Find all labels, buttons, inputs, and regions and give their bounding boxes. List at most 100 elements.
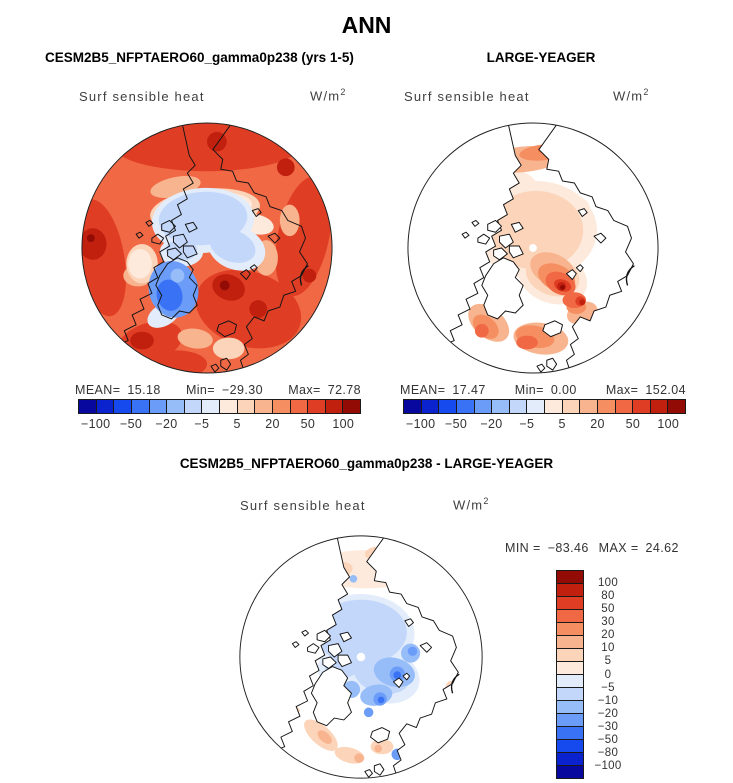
colorbar-cell [527, 400, 545, 413]
colorbar-tick: −50 [120, 417, 143, 431]
colorbar-tick: 5 [604, 655, 612, 668]
colorbar-cell [202, 400, 220, 413]
colorbar-tick: −80 [597, 746, 619, 759]
colorbar-tick: −5 [194, 417, 210, 431]
colorbar-cell [562, 400, 581, 413]
colorbar-cell [474, 400, 493, 413]
colorbar-cell [557, 740, 583, 753]
colorbar-cell [557, 571, 583, 584]
units-label-diff: W/m2 [453, 496, 489, 513]
colorbar-cell [237, 400, 256, 413]
colorbar-cell [557, 701, 583, 714]
colorbar-cell [290, 400, 309, 413]
colorbar-cell [114, 400, 132, 413]
colorbar-tick: 5 [558, 417, 566, 431]
colorbar-tick: 50 [625, 417, 641, 431]
colorbar-cell [545, 400, 563, 413]
map-obs [407, 122, 659, 374]
stats-diff: MIN = −83.46 MAX = 24.62 [505, 541, 679, 555]
colorbar-tick: −20 [155, 417, 178, 431]
colorbar-cell [557, 623, 583, 636]
colorbar-cell [421, 400, 440, 413]
colorbar-tick: −100 [81, 417, 111, 431]
map-model [81, 122, 333, 374]
colorbar-cell [167, 400, 185, 413]
colorbar-tick: 0 [604, 668, 612, 681]
colorbar-tick: −5 [519, 417, 535, 431]
colorbar-tick: 20 [590, 417, 605, 431]
colorbar-cell [557, 675, 583, 688]
field-label-model: Surf sensible heat [79, 89, 205, 104]
colorbar-tick: 10 [601, 642, 615, 655]
colorbar-tick: −10 [597, 694, 619, 707]
panel-diff-title: CESM2B5_NFPTAERO60_gamma0p238 - LARGE-YE… [179, 456, 554, 471]
colorbar-cell [633, 400, 651, 413]
map-boundary-circle [407, 122, 659, 374]
colorbar-cell [184, 400, 203, 413]
colorbar-cell [149, 400, 168, 413]
field-label-diff: Surf sensible heat [240, 498, 366, 513]
colorbar-cell [456, 400, 475, 413]
colorbar-cell [580, 400, 598, 413]
colorbar-cell [597, 400, 616, 413]
colorbar-tick: 80 [601, 590, 615, 603]
colorbar-cell [220, 400, 238, 413]
colorbar-cell [131, 400, 150, 413]
colorbar-cell [557, 688, 583, 701]
colorbar-cell [650, 400, 669, 413]
colorbar-cell [96, 400, 115, 413]
colorbar-cell [272, 400, 291, 413]
colorbar-cell [509, 400, 528, 413]
colorbar-tick: 100 [332, 417, 355, 431]
colorbar-cell [343, 400, 360, 413]
colorbar-tick: 20 [601, 629, 615, 642]
colorbar-cell [557, 714, 583, 727]
stats-model: MEAN= 15.18 Min= −29.30 Max= 72.78 [75, 383, 361, 397]
pole-hole [529, 244, 537, 252]
colorbar-cell [492, 400, 510, 413]
colorbar-ticks-model: −100 −50 −20 −5 5 20 50 100 [78, 417, 361, 433]
map-boundary-circle [239, 535, 483, 779]
colorbar-cell [557, 584, 583, 597]
colorbar-cell [557, 662, 583, 675]
colorbar-cell [557, 636, 583, 649]
colorbar-cell [557, 597, 583, 610]
colorbar-ticks-diff: 100 80 50 30 20 10 5 0 −5 −10 −20 −30 −50 −80 −100 [586, 570, 630, 779]
colorbar-tick: 100 [597, 577, 619, 590]
colorbar-tick: 5 [233, 417, 241, 431]
colorbar-tick: 100 [657, 417, 680, 431]
pole-hole [356, 652, 366, 662]
colorbar-tick: 50 [601, 603, 615, 616]
colorbar-cell [615, 400, 634, 413]
colorbar-cell [439, 400, 457, 413]
colorbar-cell [557, 753, 583, 766]
colorbar-tick: −20 [597, 707, 619, 720]
colorbar-model [78, 399, 361, 414]
colorbar-tick: 30 [601, 616, 615, 629]
colorbar-cell [79, 400, 97, 413]
colorbar-cell [557, 649, 583, 662]
map-boundary-circle [81, 122, 333, 374]
colorbar-obs [403, 399, 686, 414]
figure-title: ANN [341, 12, 392, 38]
colorbar-cell [557, 610, 583, 623]
map-diff [239, 535, 483, 779]
colorbar-cell [557, 766, 583, 778]
colorbar-cell [325, 400, 344, 413]
colorbar-cell [255, 400, 273, 413]
colorbar-tick: −20 [480, 417, 503, 431]
colorbar-ticks-obs: −100 −50 −20 −5 5 20 50 100 [403, 417, 686, 433]
colorbar-diff [556, 570, 584, 779]
units-label-model: W/m2 [310, 87, 346, 104]
panel-obs-title: LARGE-YEAGER [486, 50, 596, 65]
colorbar-cell [308, 400, 326, 413]
colorbar-tick: −100 [594, 759, 622, 772]
colorbar-tick: −5 [601, 681, 615, 694]
colorbar-tick: −30 [597, 720, 619, 733]
colorbar-tick: 50 [300, 417, 316, 431]
field-label-obs: Surf sensible heat [404, 89, 530, 104]
panel-model-title: CESM2B5_NFPTAERO60_gamma0p238 (yrs 1-5) [45, 50, 354, 65]
stats-obs: MEAN= 17.47 Min= 0.00 Max= 152.04 [400, 383, 686, 397]
colorbar-tick: −50 [445, 417, 468, 431]
